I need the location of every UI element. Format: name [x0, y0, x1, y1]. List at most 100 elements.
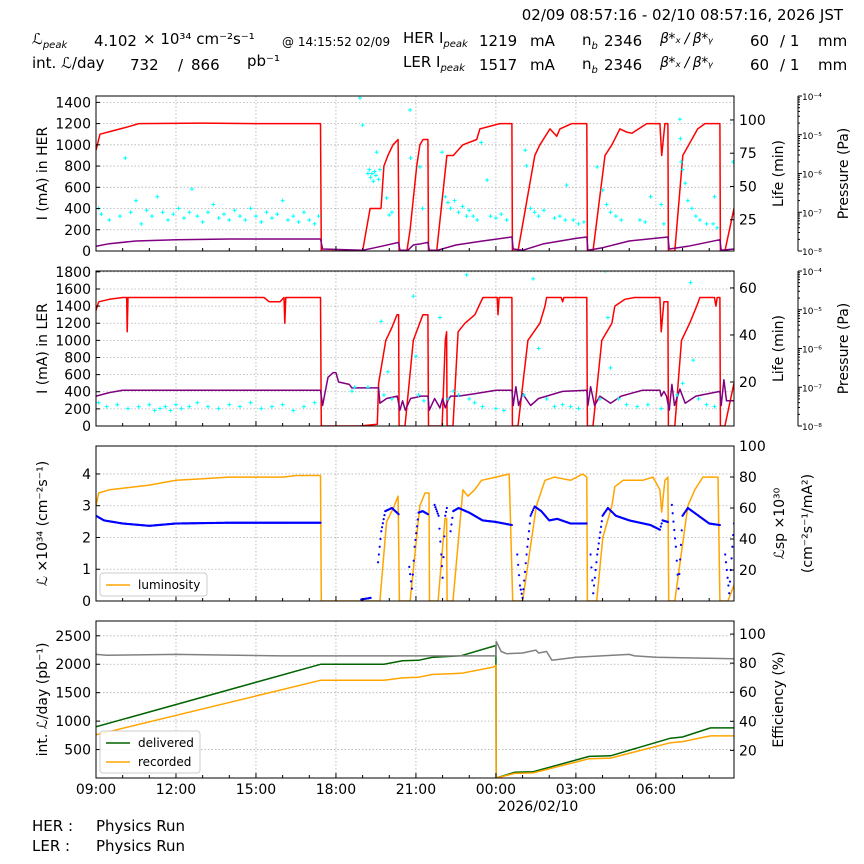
lsp-point: [673, 528, 676, 532]
pressure-point: [464, 272, 469, 277]
lsp-point: [666, 520, 669, 524]
pressure-point: [123, 156, 128, 160]
pressure-point: [557, 214, 562, 219]
pressure-point: [689, 206, 694, 211]
pressure-point: [504, 218, 509, 222]
pressure-point: [301, 210, 306, 215]
pressure-point: [544, 396, 549, 401]
ler-nb-text: n: [582, 55, 592, 73]
pressure-point: [464, 214, 469, 219]
series-her-current: [96, 122, 734, 251]
pressure-point: [171, 212, 176, 217]
pressure-tick-label: 10⁻⁴: [802, 93, 822, 103]
lsp-point: [510, 523, 514, 527]
lsp-point: [585, 522, 588, 525]
lsp-point: [523, 579, 526, 582]
pressure-point: [472, 400, 477, 405]
x-tick-label: 00:00: [476, 782, 516, 798]
pressure-point: [144, 208, 149, 213]
x-tick-label: 09:00: [76, 782, 116, 798]
pressure-point: [523, 148, 528, 153]
time-range: 02/09 08:57:16 - 02/10 08:57:16, 2026 JS…: [521, 6, 843, 24]
pressure-point: [568, 404, 573, 409]
her-status-label: HER :: [32, 817, 74, 835]
y-tick-label-left: 2: [82, 530, 91, 546]
pressure-point: [541, 208, 546, 213]
pressure-point: [619, 218, 624, 222]
lsp-point: [426, 513, 430, 516]
lsp-point: [415, 532, 418, 535]
pressure-tick-label: 10⁻⁴: [802, 268, 822, 278]
lsp-point: [671, 512, 674, 515]
pressure-point: [608, 365, 613, 370]
y-axis-label-right: Life (min): [771, 140, 787, 207]
pressure-point: [280, 402, 285, 407]
lsp-point: [409, 573, 412, 576]
panel-her: 0 200 400 600 800 1000 1200 1400 25 50 75 100 I (mA)…: [35, 93, 852, 260]
pressure-point: [216, 406, 221, 411]
pressure-point: [445, 200, 450, 205]
y-tick-label-right: 60: [739, 685, 757, 701]
pressure-point: [595, 164, 600, 169]
ler-beta-label: β*ₓ / β*ᵧ: [660, 55, 713, 71]
lpeak-sub: peak: [42, 40, 68, 51]
pressure-point: [532, 210, 537, 215]
pressure-point: [683, 181, 688, 186]
her-beta-unit: mm: [818, 32, 848, 50]
lsp-point: [595, 561, 598, 564]
lsp-point: [527, 530, 531, 533]
pressure-point: [417, 164, 422, 169]
series-recorded: [96, 664, 734, 778]
pressure-point: [680, 167, 685, 172]
pressure-point: [243, 218, 248, 222]
lsp-point: [598, 536, 601, 539]
pressure-point: [576, 406, 581, 411]
pressure-point: [117, 214, 122, 219]
pressure-point: [605, 315, 610, 320]
lsp-point: [380, 526, 384, 529]
pressure-point: [711, 221, 716, 226]
y-axis-label-right-units: (cm⁻²s⁻¹/mA²): [800, 474, 816, 573]
lsp-point: [440, 565, 444, 568]
pressure-point: [139, 221, 144, 226]
plot-area: [96, 473, 734, 601]
pressure-point: [408, 107, 413, 112]
pressure-point: [376, 177, 381, 182]
pressure-point: [475, 218, 480, 222]
her-ipeak-text: HER I: [403, 29, 444, 47]
pressure-point: [675, 393, 680, 397]
lsp-point: [450, 523, 453, 526]
pressure-tick-label: 10⁻⁵: [802, 307, 822, 317]
pressure-point: [211, 202, 216, 207]
pressure-point: [677, 117, 682, 122]
pressure-point: [560, 402, 565, 407]
y-tick-label-right: 100: [739, 439, 766, 455]
y-tick-label-left: 1000: [55, 138, 91, 154]
legend-label: luminosity: [138, 578, 200, 592]
pressure-point: [600, 188, 605, 193]
pressure-point: [352, 385, 357, 390]
pressure-point: [471, 214, 476, 219]
pressure-point: [187, 210, 192, 215]
y-tick-label-left: 400: [64, 385, 91, 401]
lsp-point: [673, 537, 677, 540]
pressure-point: [357, 96, 362, 100]
pressure-tick-label: 10⁻⁶: [802, 171, 822, 181]
pressure-point: [133, 198, 138, 203]
pressure-point: [149, 214, 154, 219]
pressure-point: [643, 219, 648, 224]
y-tick-label-left: 500: [64, 743, 91, 759]
ler-ipeak-label: LER Ipeak: [403, 53, 465, 74]
series-ler-pressure-log10-pa: [96, 271, 717, 413]
legend: luminosity: [99, 572, 208, 597]
y-axis-label-left: I (mA) in HER: [35, 126, 51, 220]
x-tick-label: 12:00: [156, 782, 196, 798]
pressure-point: [421, 398, 426, 403]
lsp-point: [728, 580, 732, 583]
pressure-point: [480, 404, 485, 409]
pressure-point: [696, 396, 701, 401]
plot-area: [96, 271, 734, 426]
pressure-point: [367, 167, 372, 172]
pressure-point: [155, 194, 160, 199]
lsp-point: [728, 592, 731, 595]
